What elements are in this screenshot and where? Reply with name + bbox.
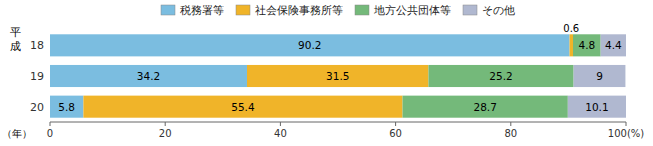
legend-swatch: [236, 5, 250, 15]
data-label: 28.7: [473, 101, 496, 113]
x-tick: [50, 122, 51, 126]
category-label: 20: [30, 101, 44, 114]
legend-label: 税務署等: [180, 4, 224, 17]
data-label: 90.2: [298, 39, 321, 51]
legend-swatch: [355, 5, 369, 15]
legend-label: 地方公共団体等: [373, 4, 451, 17]
annotation-char: 成: [10, 40, 21, 53]
x-tick: [626, 122, 627, 126]
chart: 90.2 0.6 4.8 4.4 34.2 31.5 25.2 9 5.8 55.4 28.7 10.…: [0, 0, 653, 146]
legend-item: 税務署等: [161, 4, 224, 17]
bar-segment: [574, 65, 626, 87]
x-tick-label: 0: [47, 128, 53, 139]
legend: 税務署等 社会保険事務所等 地方公共団体等 その他: [161, 4, 515, 17]
legend-item: その他: [463, 4, 515, 17]
x-tick: [280, 122, 281, 126]
bar-segment: [403, 96, 568, 118]
data-label: 34.2: [137, 70, 160, 82]
category-label: 19: [30, 70, 44, 83]
annotation: 平成: [10, 26, 21, 53]
data-label: 4.4: [605, 39, 622, 51]
bar-segment: [50, 65, 247, 87]
x-tick-label: 20: [159, 128, 172, 139]
bar-segment: [50, 96, 83, 118]
data-label: 5.8: [58, 101, 75, 113]
x-tick: [165, 122, 166, 126]
x-tick-label: 60: [389, 128, 402, 139]
x-tick-label: 80: [504, 128, 517, 139]
bar-segment: [428, 65, 573, 87]
x-tick-label: 40: [274, 128, 287, 139]
legend-label: その他: [482, 4, 515, 17]
data-label: 25.2: [489, 70, 512, 82]
annotation: （年）: [2, 128, 32, 139]
legend-label: 社会保険事務所等: [255, 4, 343, 17]
bar-segment: [573, 34, 601, 56]
bar-segment: [568, 96, 626, 118]
legend-item: 社会保険事務所等: [236, 4, 343, 17]
annotation-char: 平: [10, 26, 21, 39]
bar-segment: [570, 34, 573, 56]
data-label: 55.4: [231, 101, 255, 113]
bar-segment: [247, 65, 428, 87]
legend-item: 地方公共団体等: [355, 4, 451, 17]
data-label: 31.5: [326, 70, 349, 82]
bar-segment: [601, 34, 626, 56]
legend-swatch: [161, 5, 175, 15]
data-label: 10.1: [585, 101, 608, 113]
data-label: 0.6: [563, 23, 579, 34]
legend-swatch: [463, 5, 477, 15]
x-axis-line: [50, 122, 626, 123]
data-labels: 90.2 0.6 4.8 4.4 34.2 31.5 25.2 9 5.8 55.4 28.7 10.…: [58, 23, 622, 112]
x-tick: [510, 122, 511, 126]
bars: [50, 34, 626, 117]
data-label: 4.8: [578, 39, 595, 51]
bar-segment: [83, 96, 402, 118]
x-tick: [395, 122, 396, 126]
category-label: 18: [30, 39, 44, 52]
bar-segment: [50, 34, 570, 56]
data-label: 9: [596, 70, 603, 82]
x-tick-label: 100(%): [608, 128, 644, 139]
